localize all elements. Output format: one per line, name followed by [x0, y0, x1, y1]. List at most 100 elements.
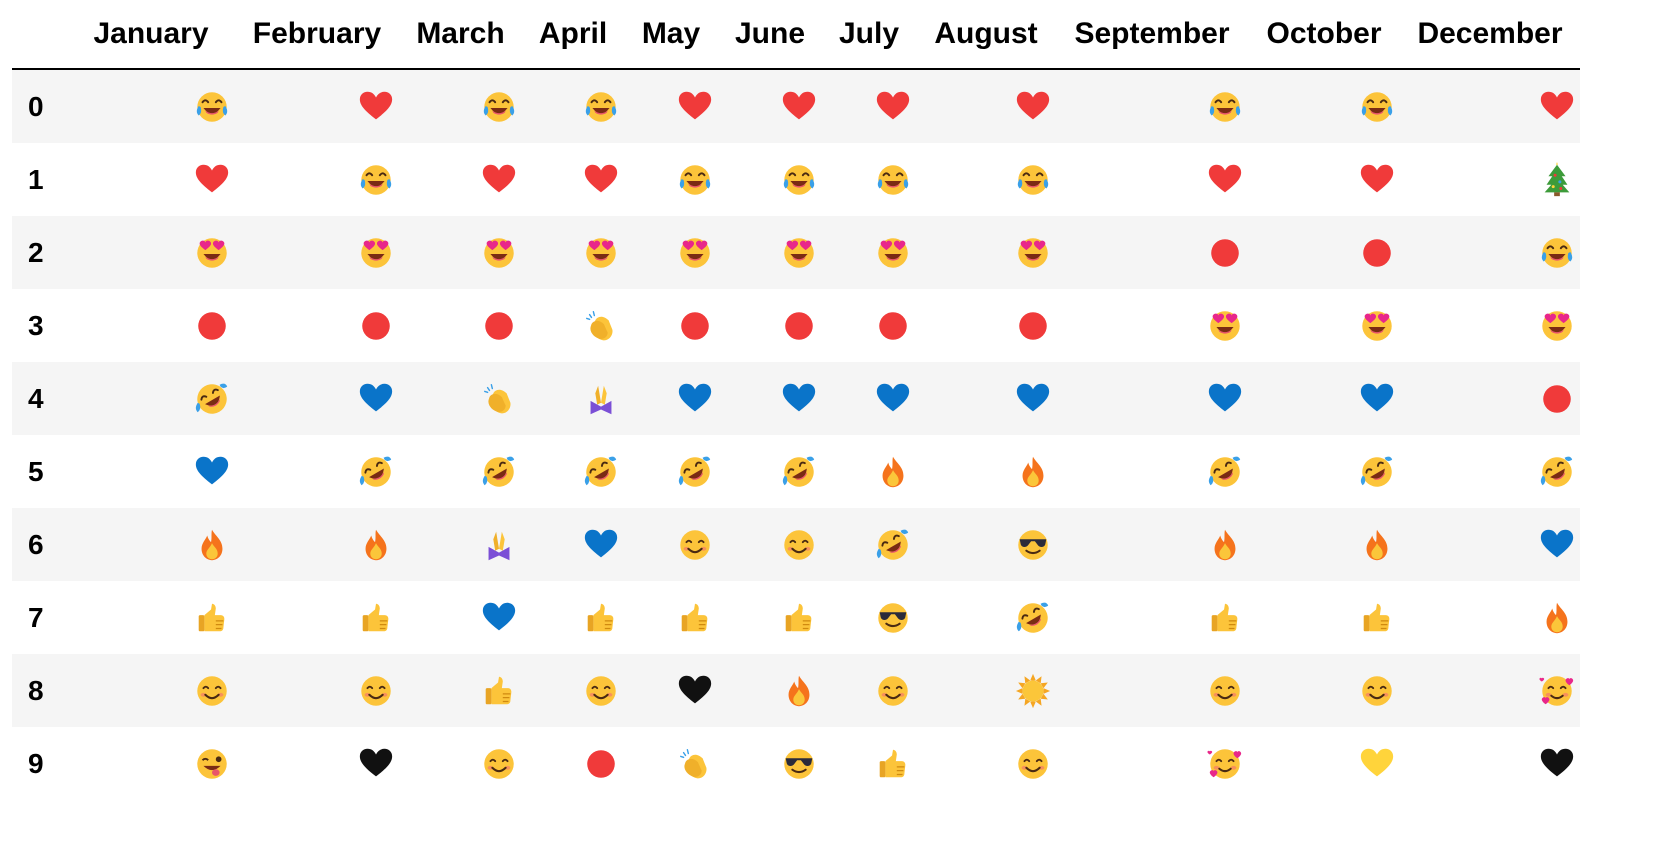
table-cell [822, 143, 916, 216]
red-heart-icon [1358, 161, 1396, 199]
table-cell [235, 727, 399, 800]
table-row: 7 [12, 581, 1580, 654]
table-cell [718, 654, 822, 727]
red-heart-icon [1206, 161, 1244, 199]
table-cell [235, 362, 399, 435]
table-cell [1056, 508, 1248, 581]
red-circle-icon [1358, 234, 1396, 272]
table-cell [916, 69, 1056, 143]
heart-eyes-face-icon [1538, 307, 1576, 345]
table-cell [624, 362, 718, 435]
table-cell [1248, 362, 1400, 435]
row-index: 2 [28, 236, 44, 268]
table-cell [624, 581, 718, 654]
table-cell [718, 508, 822, 581]
red-heart-icon [193, 161, 231, 199]
table-cell [235, 654, 399, 727]
table-cell [1248, 216, 1400, 289]
table-cell [522, 69, 624, 143]
smiling-face-icon [1358, 672, 1396, 710]
fire-icon [874, 453, 912, 491]
red-heart-icon [357, 88, 395, 126]
header-cell-december: December [1417, 17, 1563, 50]
table-cell [235, 216, 399, 289]
table-cell [522, 289, 624, 362]
table-cell [522, 727, 624, 800]
table-cell [1400, 435, 1580, 508]
header-cell-august: August [934, 17, 1038, 50]
folded-hands-icon [582, 380, 620, 418]
table-cell [718, 727, 822, 800]
table-cell [67, 216, 235, 289]
table-cell [718, 69, 822, 143]
table-cell [916, 362, 1056, 435]
table-row: 2 [12, 216, 1580, 289]
table-cell [522, 435, 624, 508]
table-row: 3 [12, 289, 1580, 362]
table-cell [399, 216, 522, 289]
table-cell [1400, 581, 1580, 654]
yellow-heart-icon [1358, 745, 1396, 783]
blue-heart-icon [780, 380, 818, 418]
clapping-hands-icon [676, 745, 714, 783]
rolling-laughing-face-icon [874, 526, 912, 564]
header-cell-april: April [538, 17, 608, 50]
table-cell [1056, 435, 1248, 508]
red-heart-icon [676, 88, 714, 126]
table-cell [624, 727, 718, 800]
table-cell [1248, 143, 1400, 216]
table-cell [67, 508, 235, 581]
table-cell [1056, 362, 1248, 435]
table-cell [1248, 69, 1400, 143]
table-cell [822, 654, 916, 727]
heart-eyes-face-icon [874, 234, 912, 272]
table-cell [718, 143, 822, 216]
table-cell [718, 435, 822, 508]
smiling-face-icon [1206, 672, 1244, 710]
face-with-tears-of-joy-icon [1358, 88, 1396, 126]
table-cell [624, 143, 718, 216]
table-cell [916, 143, 1056, 216]
red-circle-icon [1206, 234, 1244, 272]
red-heart-icon [582, 161, 620, 199]
table-cell [399, 581, 522, 654]
table-cell [916, 727, 1056, 800]
thumbs-up-icon [193, 599, 231, 637]
blue-heart-icon [874, 380, 912, 418]
table-cell [522, 581, 624, 654]
blue-heart-icon [1014, 380, 1052, 418]
thumbs-up-icon [1206, 599, 1244, 637]
face-with-tears-of-joy-icon [676, 161, 714, 199]
rolling-laughing-face-icon [780, 453, 818, 491]
table-cell [1056, 581, 1248, 654]
face-with-tears-of-joy-icon [357, 161, 395, 199]
table-cell [822, 362, 916, 435]
table-cell [399, 727, 522, 800]
red-heart-icon [480, 161, 518, 199]
rolling-laughing-face-icon [582, 453, 620, 491]
table-cell [916, 654, 1056, 727]
thumbs-up-icon [676, 599, 714, 637]
red-circle-icon [874, 307, 912, 345]
table-cell [522, 362, 624, 435]
row-index: 0 [28, 90, 44, 122]
table-cell [1248, 508, 1400, 581]
blue-heart-icon [357, 380, 395, 418]
table-cell [1248, 289, 1400, 362]
table-cell [67, 362, 235, 435]
smiling-face-icon [780, 526, 818, 564]
red-circle-icon [357, 307, 395, 345]
table-cell [399, 143, 522, 216]
table-row: 1 [12, 143, 1580, 216]
rolling-laughing-face-icon [1206, 453, 1244, 491]
row-index: 4 [28, 382, 44, 414]
fire-icon [1014, 453, 1052, 491]
header-cell-march: March [416, 17, 505, 50]
table-cell [1056, 69, 1248, 143]
table-cell [235, 69, 399, 143]
table-cell [718, 216, 822, 289]
table-cell [822, 216, 916, 289]
heart-eyes-face-icon [480, 234, 518, 272]
smiling-face-with-hearts-icon [1206, 745, 1244, 783]
table-cell [67, 143, 235, 216]
